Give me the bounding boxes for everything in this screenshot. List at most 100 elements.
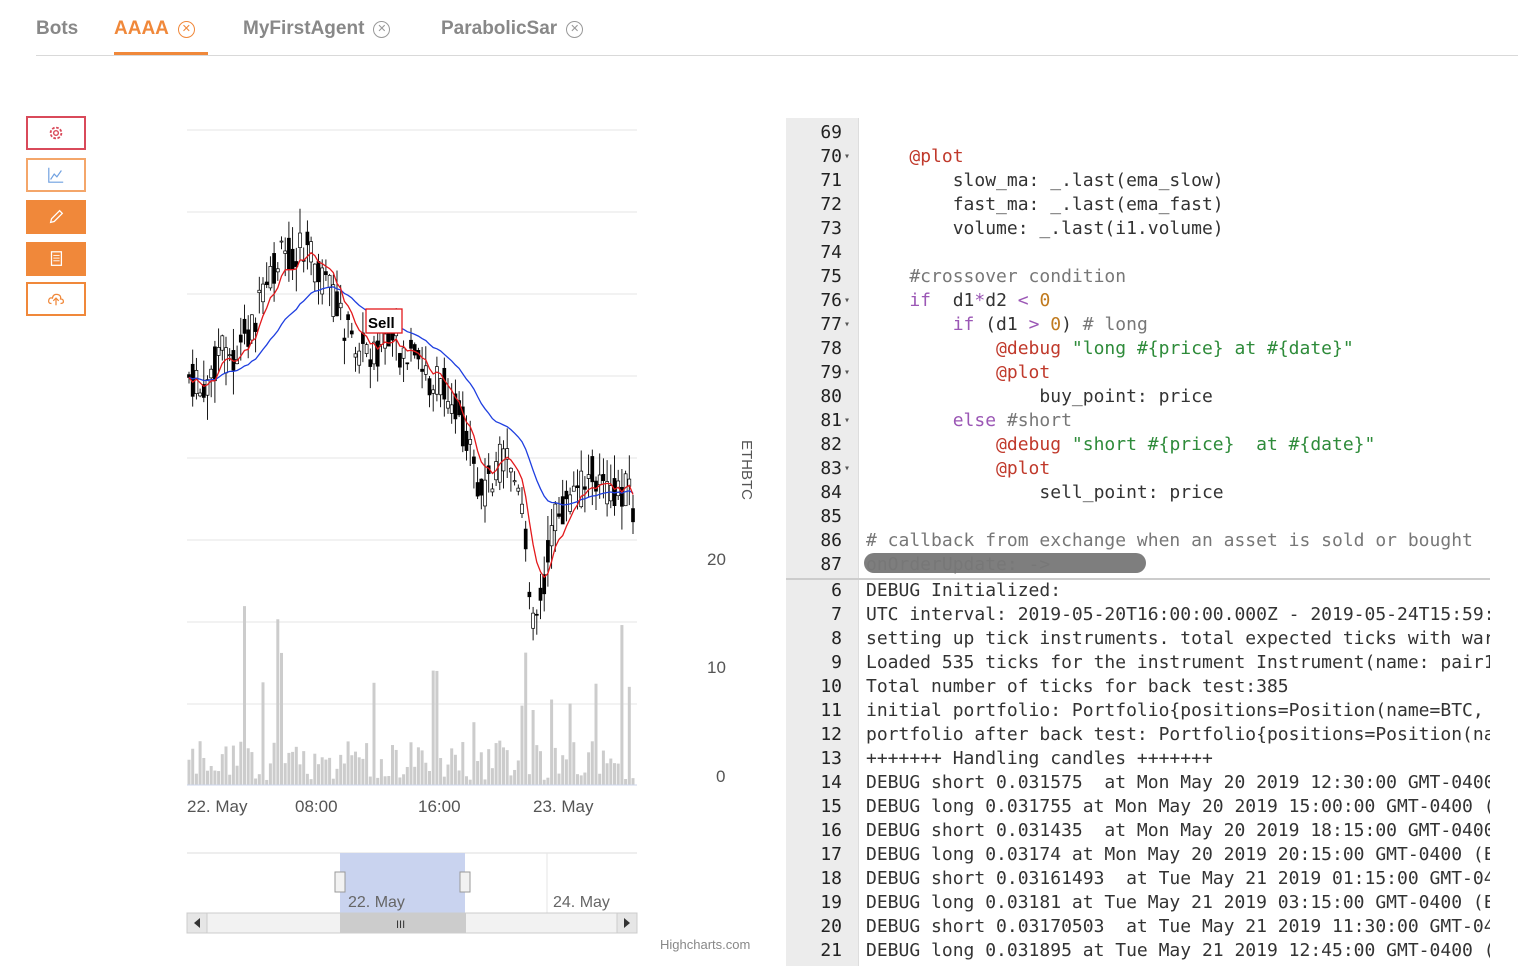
navigator[interactable]: 22. May 24. May — [187, 852, 637, 913]
code-line[interactable]: 76 ▾ if d1*d2 < 0 — [786, 289, 1490, 313]
settings-button[interactable] — [26, 116, 86, 150]
volume-bar — [402, 774, 406, 785]
code-line[interactable]: 78 @debug "long #{price} at #{date}" — [786, 337, 1490, 361]
code-line[interactable]: 79 ▾ @plot — [786, 361, 1490, 385]
log-button[interactable] — [26, 242, 86, 276]
candle-body — [460, 406, 465, 447]
console-text: UTC interval: 2019-05-20T16:00:00.000Z -… — [866, 604, 1490, 625]
line-number: 9 — [831, 652, 842, 673]
volume-bar — [217, 771, 221, 785]
code-line[interactable]: 80 buy_point: price — [786, 385, 1490, 409]
volume-bar — [465, 776, 468, 785]
volume-bar — [479, 752, 483, 785]
line-number: 80 — [820, 386, 842, 407]
volume-bar — [587, 752, 591, 785]
candle-body — [509, 467, 513, 473]
fold-toggle-icon[interactable]: ▾ — [844, 367, 851, 378]
candle-body — [264, 281, 269, 285]
code-line[interactable]: 85 — [786, 505, 1490, 529]
volume-bar — [428, 771, 431, 785]
tab-parabolicsar[interactable]: ParabolicSar ✕ — [441, 18, 584, 40]
fold-toggle-icon[interactable]: ▾ — [844, 319, 851, 330]
line-number: 11 — [820, 700, 842, 721]
candle-body — [327, 275, 332, 288]
candlestick-series — [187, 208, 635, 641]
candle-body — [238, 334, 243, 343]
code-editor[interactable]: 69 70 ▾ @plot 71 slow_ma: _.last(ema_slow) 7… — [786, 118, 1490, 578]
navigator-handle[interactable] — [459, 871, 471, 893]
code-line[interactable]: 73 volume: _.last(i1.volume) — [786, 217, 1490, 241]
chart-canvas: Sell ETHBTC 20 10 0 22. May 08:00 16:00 … — [186, 129, 755, 952]
candle-body — [594, 480, 598, 492]
close-icon[interactable]: ✕ — [566, 20, 584, 38]
code-line[interactable]: 81 ▾ else #short — [786, 409, 1490, 433]
volume-bar — [420, 750, 424, 785]
volume-bar — [291, 751, 295, 785]
fold-toggle-icon[interactable]: ▾ — [844, 295, 851, 306]
candle-body — [216, 347, 221, 356]
code-line[interactable]: 82 @debug "short #{price} at #{date}" — [786, 433, 1490, 457]
code-line[interactable]: 72 fast_ma: _.last(ema_fast) — [786, 193, 1490, 217]
code-text: @plot — [996, 362, 1051, 383]
fold-toggle-icon[interactable]: ▾ — [844, 151, 851, 162]
candle-body — [227, 354, 232, 357]
navigator-handle[interactable] — [334, 871, 346, 893]
code-line[interactable]: 71 slow_ma: _.last(ema_slow) — [786, 169, 1490, 193]
volume-bar — [376, 777, 380, 785]
close-icon[interactable]: ✕ — [373, 20, 391, 38]
edit-button[interactable] — [26, 200, 86, 234]
svg-text:III: III — [396, 919, 405, 931]
volume-bar — [601, 750, 605, 785]
volume-bar — [502, 747, 505, 785]
volume-bar — [487, 749, 491, 785]
editor-horizontal-scrollbar[interactable] — [864, 553, 1146, 573]
line-number: 14 — [820, 772, 842, 793]
volume-bar — [520, 705, 524, 785]
volume-bar — [387, 776, 391, 785]
code-line[interactable]: 86 # callback from exchange when an asset… — [786, 529, 1490, 553]
candle-body — [312, 263, 317, 283]
candle-body — [338, 302, 343, 309]
code-text: buy_point: price — [866, 386, 1213, 407]
sell-flag[interactable]: Sell — [365, 308, 403, 342]
volume-bar — [476, 761, 480, 785]
tab-myfirstagent[interactable]: MyFirstAgent ✕ — [243, 18, 391, 40]
navigator-selection — [340, 853, 465, 913]
code-line[interactable]: 70 ▾ @plot — [786, 145, 1490, 169]
volume-bar — [368, 776, 372, 785]
console-text: DEBUG Initialized: — [866, 580, 1062, 601]
code-text: sell_point: price — [866, 482, 1224, 503]
code-line[interactable]: 84 sell_point: price — [786, 481, 1490, 505]
tab-aaaa[interactable]: AAAA ✕ — [114, 18, 195, 40]
volume-bar — [268, 763, 272, 785]
x-tick-label: 16:00 — [418, 797, 461, 816]
fold-toggle-icon[interactable]: ▾ — [844, 415, 851, 426]
volume-bar — [206, 770, 209, 785]
y-tick-label: 10 — [707, 658, 726, 677]
chart-button[interactable] — [26, 158, 86, 192]
price-chart[interactable]: Sell ETHBTC 20 10 0 22. May 08:00 16:00 … — [170, 100, 780, 960]
fold-toggle-icon[interactable]: ▾ — [844, 463, 851, 474]
volume-bar — [305, 773, 309, 785]
navigator-scrollbar[interactable]: III — [186, 912, 638, 934]
candle-body — [405, 362, 410, 365]
close-icon[interactable]: ✕ — [177, 20, 195, 38]
volume-bar — [513, 769, 517, 785]
code-line[interactable]: 69 — [786, 121, 1490, 145]
code-line[interactable]: 74 — [786, 241, 1490, 265]
volume-bar — [261, 682, 265, 785]
code-line[interactable]: 83 ▾ @plot — [786, 457, 1490, 481]
volume-bar — [531, 710, 535, 785]
volume-bar — [594, 683, 598, 785]
x-tick-label: 08:00 — [295, 797, 338, 816]
tab-bots[interactable]: Bots — [36, 18, 78, 40]
code-line[interactable]: 75 #crossover condition — [786, 265, 1490, 289]
code-line[interactable]: 77 ▾ if (d1 > 0) # long — [786, 313, 1490, 337]
candle-body — [516, 487, 521, 492]
candle-body — [505, 448, 510, 460]
candle-body — [364, 344, 369, 354]
candle-body — [220, 335, 225, 351]
upload-button[interactable] — [26, 282, 86, 316]
line-chart-icon — [48, 167, 64, 183]
candle-body — [431, 389, 436, 394]
